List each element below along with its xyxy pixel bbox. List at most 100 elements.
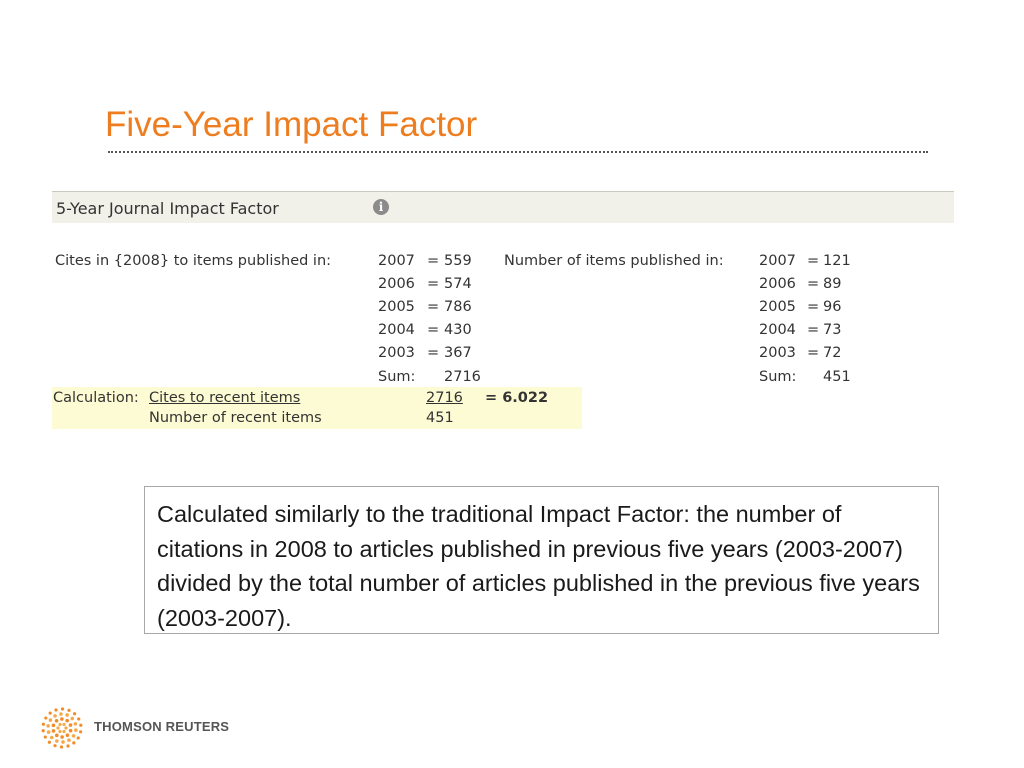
jif-header-label: 5-Year Journal Impact Factor bbox=[56, 199, 279, 218]
logo-dot bbox=[65, 733, 70, 738]
logo-dot bbox=[48, 718, 53, 722]
cites-value: 786 bbox=[444, 299, 472, 315]
logo-dots-icon bbox=[41, 707, 83, 749]
cites-value: 430 bbox=[444, 322, 472, 338]
logo-dot bbox=[55, 739, 59, 743]
logo-dot bbox=[73, 722, 78, 726]
logo-dot bbox=[66, 744, 70, 748]
items-eq: = bbox=[807, 345, 820, 361]
items-year: 2004 bbox=[759, 322, 796, 338]
logo-dot bbox=[43, 735, 47, 739]
logo-dot bbox=[67, 708, 71, 712]
logo-dot bbox=[76, 736, 80, 740]
cites-year: 2004 bbox=[378, 322, 415, 338]
jif-header: 5-Year Journal Impact Factor i bbox=[52, 191, 954, 223]
items-value: 72 bbox=[823, 345, 842, 361]
title-divider bbox=[108, 151, 928, 153]
logo-dot bbox=[51, 723, 56, 728]
logo-dot bbox=[58, 722, 62, 727]
items-eq: = bbox=[807, 253, 820, 269]
cites-year: 2005 bbox=[378, 299, 415, 315]
logo-dot bbox=[47, 740, 51, 744]
cites-value: 367 bbox=[444, 345, 472, 361]
cites-eq: = bbox=[427, 276, 440, 292]
logo-dot bbox=[54, 718, 59, 723]
logo-dot bbox=[60, 735, 64, 739]
logo-dot bbox=[60, 717, 64, 721]
logo-dot bbox=[55, 733, 59, 738]
logo-dot bbox=[44, 716, 48, 720]
explanation-text: Calculated similarly to the traditional … bbox=[157, 501, 920, 631]
items-year: 2006 bbox=[759, 276, 796, 292]
items-eq: = bbox=[807, 276, 820, 292]
logo-dot bbox=[73, 712, 77, 716]
logo-dot bbox=[59, 712, 63, 716]
logo-dot bbox=[60, 707, 65, 711]
logo-dot bbox=[79, 730, 83, 734]
logo-text: THOMSON REUTERS bbox=[94, 719, 230, 734]
jif-panel: 5-Year Journal Impact Factor i Cites in … bbox=[52, 191, 954, 431]
logo-dot bbox=[68, 723, 73, 727]
logo-dot bbox=[51, 729, 56, 733]
slide-title: Five-Year Impact Factor bbox=[105, 105, 478, 144]
logo-dot bbox=[79, 723, 83, 727]
logo-dot bbox=[71, 734, 76, 738]
cites-year: 2006 bbox=[378, 276, 415, 292]
logo-dot bbox=[64, 726, 68, 730]
items-sum: 451 bbox=[823, 369, 851, 385]
cites-eq: = bbox=[427, 253, 440, 269]
cites-eq: = bbox=[427, 299, 440, 315]
items-eq: = bbox=[807, 322, 820, 338]
logo-dot bbox=[46, 730, 51, 734]
logo-dot bbox=[41, 729, 45, 733]
items-value: 96 bbox=[823, 299, 842, 315]
logo-dot bbox=[53, 714, 57, 718]
logo-dot bbox=[41, 722, 45, 726]
items-year: 2007 bbox=[759, 253, 796, 269]
thomson-reuters-logo: THOMSON REUTERS bbox=[40, 706, 250, 750]
cites-recent-link[interactable]: Cites to recent items bbox=[149, 390, 301, 406]
cites-eq: = bbox=[427, 322, 440, 338]
logo-dot bbox=[49, 735, 54, 740]
calc-denominator: 451 bbox=[426, 410, 454, 426]
cites-value: 574 bbox=[444, 276, 472, 292]
logo-dot bbox=[58, 729, 62, 734]
logo-dot bbox=[65, 718, 69, 723]
calc-label: Calculation: bbox=[53, 390, 139, 406]
logo-dot bbox=[65, 713, 69, 717]
info-icon[interactable]: i bbox=[373, 199, 389, 215]
logo-dot bbox=[77, 717, 81, 721]
items-value: 121 bbox=[823, 253, 851, 269]
cites-value: 559 bbox=[444, 253, 472, 269]
cites-eq: = bbox=[427, 345, 440, 361]
logo-dot bbox=[48, 711, 52, 715]
logo-dot bbox=[68, 728, 73, 733]
logo-dot bbox=[62, 722, 66, 727]
cites-sum: 2716 bbox=[444, 369, 481, 385]
explanation-box: Calculated similarly to the traditional … bbox=[144, 486, 939, 634]
items-value: 89 bbox=[823, 276, 842, 292]
cites-year: 2003 bbox=[378, 345, 415, 361]
logo-dot bbox=[54, 708, 58, 712]
items-eq: = bbox=[807, 299, 820, 315]
recent-items-label: Number of recent items bbox=[149, 410, 322, 426]
calc-result: = 6.022 bbox=[485, 390, 549, 406]
cites-sum-label: Sum: bbox=[378, 369, 416, 385]
logo-dot bbox=[70, 716, 75, 721]
items-year: 2005 bbox=[759, 299, 796, 315]
logo-dot bbox=[62, 729, 66, 734]
logo-dot bbox=[53, 744, 57, 748]
logo-dot bbox=[72, 741, 76, 745]
cites-label: Cites in {2008} to items published in: bbox=[55, 253, 332, 269]
calc-numerator[interactable]: 2716 bbox=[426, 390, 463, 406]
items-sum-label: Sum: bbox=[759, 369, 797, 385]
logo-dot bbox=[67, 738, 71, 742]
items-label: Number of items published in: bbox=[504, 253, 724, 269]
cites-year: 2007 bbox=[378, 253, 415, 269]
logo-dot bbox=[74, 728, 78, 732]
calculation-band: Calculation: Cites to recent items Numbe… bbox=[52, 387, 582, 429]
logo-dot bbox=[46, 724, 50, 728]
items-value: 73 bbox=[823, 322, 842, 338]
logo-dot bbox=[61, 740, 65, 744]
logo-dot bbox=[59, 745, 64, 749]
